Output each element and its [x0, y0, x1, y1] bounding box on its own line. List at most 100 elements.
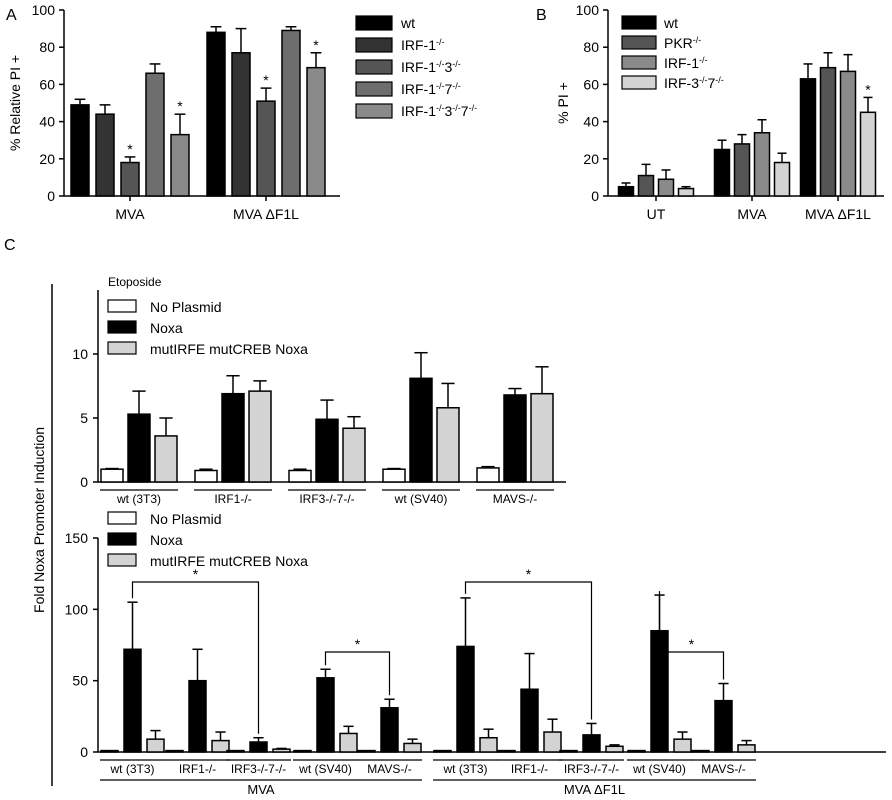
- a-y-tick-label: 60: [39, 76, 55, 92]
- b-bar: [753, 132, 771, 197]
- a-significance-mark: *: [313, 37, 319, 53]
- cb-group-label: MVA ΔF1L: [564, 782, 625, 797]
- cb-bar: [691, 749, 710, 753]
- cb-bar: [714, 699, 733, 753]
- a-legend-swatch: [355, 59, 393, 75]
- ct-bar: [315, 418, 339, 483]
- ct-bar: [503, 394, 527, 483]
- panel-label-a: A: [6, 7, 17, 24]
- cb-bar: [339, 732, 358, 753]
- ct-legend-label: Noxa: [150, 320, 183, 336]
- cb-bar: [226, 749, 245, 753]
- cb-x-tick-label: MAVS-/-: [367, 762, 411, 776]
- ct-legend-label: No Plasmid: [150, 299, 222, 315]
- b-bar: [617, 185, 635, 197]
- ct-bar: [221, 392, 245, 483]
- cb-bar: [520, 688, 539, 753]
- a-y-tick-label: 80: [39, 39, 55, 55]
- cb-bar: [188, 679, 207, 753]
- cb-bar: [357, 749, 376, 753]
- a-bar: [70, 104, 90, 197]
- cb-legend-swatch: [107, 553, 137, 567]
- cb-legend-swatch: [107, 511, 137, 525]
- b-x-tick-label: MVA: [737, 206, 767, 222]
- b-bar: [637, 174, 655, 197]
- b-legend-label: IRF-1-/-: [664, 55, 708, 71]
- a-bar: [231, 52, 251, 197]
- cb-bar: [456, 645, 475, 753]
- b-bar: [773, 161, 791, 197]
- panel-c-bottom-chart: 0 50 100 150 Fold Noxa Promoter Induction No …: [31, 427, 886, 797]
- cb-x-tick-label: wt (SV40): [632, 762, 686, 776]
- cb-x-tick-label: MAVS-/-: [701, 762, 745, 776]
- cb-bar: [627, 749, 646, 753]
- cb-bar: [123, 648, 142, 753]
- a-bar: [256, 100, 276, 197]
- ct-legend-swatch: [107, 341, 137, 355]
- cb-bar: [403, 742, 422, 753]
- panel-label-c: C: [4, 237, 16, 254]
- cb-significance-bracket: [324, 651, 391, 696]
- cb-bar: [100, 749, 119, 753]
- b-y-tick-label: 40: [583, 114, 599, 130]
- cb-legend-swatch: [107, 532, 137, 546]
- cb-bar: [249, 741, 268, 753]
- b-y-tick-label: 80: [583, 39, 599, 55]
- cb-significance-bracket: [131, 581, 260, 734]
- cb-significance-mark: *: [689, 636, 695, 652]
- ct-bar: [530, 392, 554, 483]
- a-legend-label: IRF-1-/-7-/-: [401, 81, 461, 97]
- cb-y-tick-label: 50: [72, 673, 88, 689]
- b-y-tick-label: 0: [591, 188, 599, 204]
- ct-bar: [100, 468, 124, 483]
- a-legend-swatch: [355, 81, 393, 97]
- b-bar: [859, 111, 877, 197]
- b-y-axis-label: % PI +: [555, 82, 571, 124]
- cb-legend-label: mutIRFE mutCREB Noxa: [150, 553, 308, 569]
- ct-x-tick-label: MAVS-/-: [493, 492, 537, 506]
- cb-bar: [605, 745, 624, 753]
- b-y-tick-label: 60: [583, 76, 599, 92]
- cb-group-label: MVA: [247, 782, 275, 797]
- b-bar: [733, 143, 751, 197]
- b-bar: [799, 78, 817, 197]
- b-x-tick-label: UT: [647, 206, 666, 222]
- a-legend-label: wt: [400, 15, 415, 31]
- a-y-tick-label: 100: [32, 2, 56, 18]
- ct-bar: [342, 427, 366, 483]
- a-y-axis-label: % Relative PI +: [7, 55, 23, 151]
- ct-y-tick-label: 5: [80, 410, 88, 426]
- a-bar: [120, 161, 140, 197]
- cb-bar: [559, 749, 578, 753]
- b-legend-swatch: [621, 35, 657, 50]
- cb-bar: [146, 738, 165, 753]
- b-bar: [713, 148, 731, 197]
- b-legend-swatch: [621, 75, 657, 90]
- b-bar: [819, 66, 837, 197]
- ct-x-tick-label: wt (SV40): [394, 492, 448, 506]
- ct-bar: [127, 413, 151, 483]
- cb-y-tick-label: 150: [65, 530, 89, 546]
- panel-c-top-chart: 0 5 10 Etoposide wt (3T3) IRF1-/- IRF3-/-7-/- w…: [51, 275, 566, 786]
- a-y-tick-label: 20: [39, 151, 55, 167]
- b-legend-swatch: [621, 15, 657, 30]
- cb-x-tick-label: wt (SV40): [298, 762, 352, 776]
- b-legend-label: PKR-/-: [664, 35, 701, 51]
- panel-a-chart: 0 20 40 60 80 100 % Relative PI + * * MVA * * MVA ΔF…: [7, 2, 477, 222]
- cb-bar: [673, 738, 692, 753]
- cb-bar: [272, 748, 291, 753]
- ct-bar: [436, 407, 460, 483]
- cb-significance-mark: *: [355, 636, 361, 652]
- ct-bar: [154, 435, 178, 483]
- a-bar: [145, 72, 165, 197]
- ct-bar: [476, 467, 500, 483]
- cb-x-tick-label: wt (3T3): [442, 762, 487, 776]
- ct-title: Etoposide: [108, 275, 162, 289]
- ct-x-tick-label: IRF3-/-7-/-: [299, 492, 354, 506]
- b-bar: [657, 178, 675, 197]
- cb-bar: [582, 734, 601, 753]
- cb-bar: [543, 731, 562, 753]
- ct-x-tick-label: IRF1-/-: [214, 492, 251, 506]
- a-significance-mark: *: [263, 72, 269, 88]
